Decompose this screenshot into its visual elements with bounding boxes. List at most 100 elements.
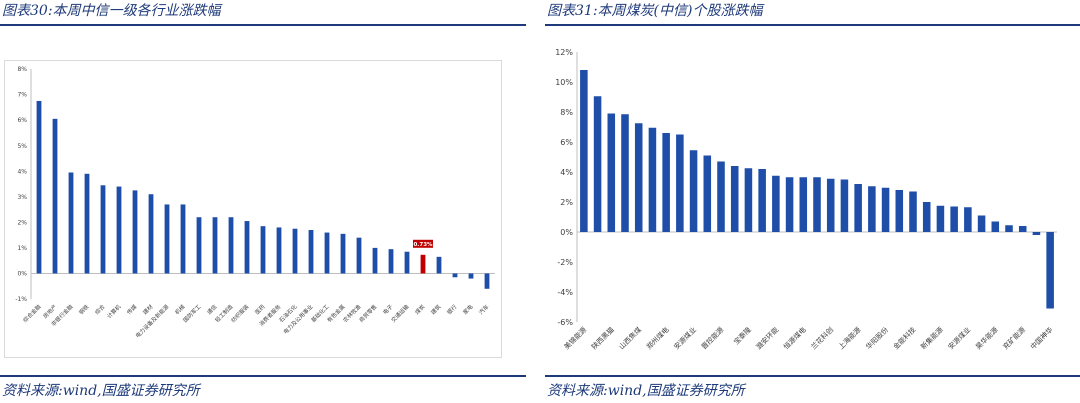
category-label: 传媒	[125, 302, 139, 316]
bar	[1046, 232, 1054, 309]
y-tick-label: 1%	[17, 245, 27, 252]
bar	[922, 202, 931, 232]
bar	[717, 161, 725, 232]
bar	[1032, 232, 1041, 235]
bar	[662, 133, 670, 232]
category-label: 宝泰隆	[732, 325, 753, 346]
y-tick-label: 8%	[560, 108, 573, 117]
bar	[84, 173, 90, 274]
industry-chart-frame: -1% 0% 1% 2% 3% 4% 5% 6% 7% 8% 综合金融 房地产 非银行金融 钢铁 综合 计算机…	[4, 60, 502, 358]
bar	[1005, 225, 1013, 232]
y-tick-label: 2%	[17, 219, 27, 226]
y-tick-label: -6%	[557, 318, 573, 327]
category-label: 陕西黑猫	[590, 325, 616, 351]
left-panel-title: 图表30:本周中信一级各行业涨跌幅	[2, 3, 221, 19]
category-label: 郑州煤电	[644, 325, 670, 351]
bar	[854, 184, 862, 232]
category-label: 晋控能源	[699, 325, 725, 351]
left-bottom-rule	[0, 375, 526, 377]
category-label: 煤炭	[413, 302, 427, 316]
annotation-box	[413, 239, 433, 248]
category-label: 昊华能源	[974, 325, 1000, 351]
bar	[758, 169, 766, 232]
bar	[826, 178, 835, 232]
bar	[420, 254, 426, 274]
y-tick-label: 0%	[17, 271, 27, 278]
category-label: 兰花科创	[809, 325, 835, 351]
category-label: 金能科技	[891, 325, 917, 351]
bar	[404, 251, 410, 274]
bar	[936, 205, 945, 232]
category-label: 通信	[205, 302, 219, 316]
y-tick-label: 2%	[560, 198, 573, 207]
bar	[228, 217, 234, 274]
bar	[676, 134, 684, 232]
y-tick-label: 4%	[560, 168, 573, 177]
bar	[436, 256, 442, 274]
category-label: 上海能源	[836, 325, 862, 351]
y-tick-label: 10%	[555, 78, 573, 87]
category-label: 潞安环能	[754, 325, 780, 351]
right-panel-source: 资料来源:wind,国盛证券研究所	[547, 383, 745, 399]
bar	[977, 215, 986, 232]
bar	[308, 230, 314, 274]
y-tick-label: -4%	[557, 288, 573, 297]
category-label: 纺织服装	[229, 302, 251, 324]
category-label: 电子	[381, 302, 395, 316]
bar	[452, 273, 458, 278]
bar	[881, 187, 890, 232]
right-bottom-rule	[545, 375, 1080, 377]
y-tick-label: 8%	[17, 66, 27, 73]
bar	[730, 166, 739, 232]
bar	[372, 247, 378, 274]
y-tick-label: 6%	[560, 138, 573, 147]
bar	[36, 100, 42, 274]
bar	[580, 70, 588, 232]
category-label: 国防军工	[181, 302, 203, 324]
bar	[950, 206, 958, 232]
bar	[100, 185, 106, 274]
category-label: 安源煤业	[672, 325, 698, 351]
category-label: 银行	[445, 302, 459, 316]
right-panel: 图表31:本周煤炭(中信)个股涨跌幅 -6% -4% -2% 0% 2% 4% 6% 8% 10…	[545, 0, 1080, 403]
bar	[840, 179, 849, 232]
category-label: 机械	[173, 302, 187, 316]
bar	[260, 226, 266, 274]
y-tick-label: 6%	[17, 117, 27, 124]
bar	[964, 207, 972, 232]
left-top-rule	[0, 24, 526, 26]
bar	[772, 175, 780, 232]
bar	[703, 155, 712, 232]
category-label: 商贸零售	[357, 303, 378, 324]
bar	[607, 113, 616, 232]
bar	[196, 217, 202, 274]
category-label: 华阳股份	[864, 325, 890, 351]
bar	[468, 273, 474, 279]
y-tick-label: 0%	[560, 228, 573, 237]
bar	[116, 186, 122, 274]
category-label: 综合	[93, 302, 107, 316]
bar	[244, 221, 250, 274]
category-label: 综合金融	[21, 302, 43, 324]
bar	[634, 123, 643, 232]
bar	[324, 232, 330, 274]
left-panel: 图表30:本周中信一级各行业涨跌幅 -1% 0% 1% 2% 3% 4% 5% 6% 7% 8% 综…	[0, 0, 526, 403]
category-label: 恒源煤电	[782, 325, 808, 351]
category-label: 山西焦煤	[617, 325, 643, 351]
bar	[340, 233, 346, 274]
bar	[164, 204, 170, 274]
left-panel-source: 资料来源:wind,国盛证券研究所	[2, 383, 200, 399]
y-tick-label: -2%	[557, 258, 573, 267]
coal-stock-bar-chart: -6% -4% -2% 0% 2% 4% 6% 8% 10% 12% 美锦能源 陕西黑猫 山西焦煤 郑州煤…	[555, 48, 1057, 351]
bar	[621, 114, 629, 232]
bar	[868, 186, 876, 232]
bar	[132, 190, 138, 274]
bar	[909, 191, 917, 232]
bar	[744, 168, 753, 232]
y-tick-label: -1%	[15, 296, 27, 303]
category-label: 交通运输	[389, 302, 411, 324]
category-label: 中国神华	[1028, 325, 1054, 351]
bar	[991, 221, 1000, 232]
category-label: 安源煤业	[946, 325, 972, 351]
